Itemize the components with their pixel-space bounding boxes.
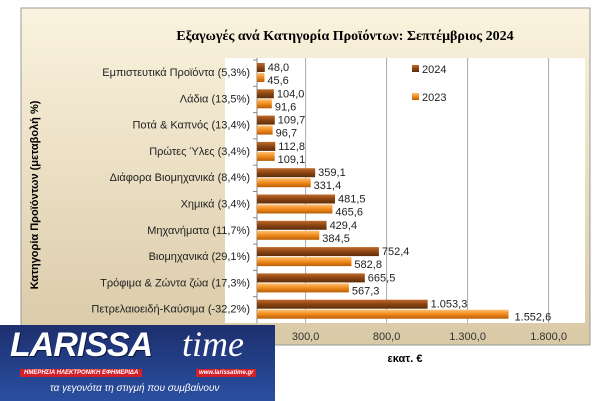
category-label: Πρώτες Ύλες (3,4%) (149, 146, 250, 158)
data-label: 48,0 (268, 62, 289, 74)
bar-2024 (257, 63, 265, 72)
data-label: 481,5 (338, 194, 366, 206)
bar-2024 (257, 194, 336, 204)
chart-title: Εξαγωγές ανά Κατηγορία Προϊόντων: Σεπτέμ… (176, 29, 513, 44)
bar-2023 (257, 309, 509, 319)
bar-2024 (257, 273, 365, 283)
bar-2024 (257, 247, 379, 257)
logo-tagline: τα γεγονότα τη στιγμή που συμβαίνουν (50, 383, 220, 394)
legend-label: 2024 (422, 64, 446, 76)
x-axis-label: εκατ. € (388, 353, 423, 365)
data-label: 104,0 (277, 88, 305, 100)
data-label: 96,7 (276, 128, 297, 140)
x-tick-label: 1.800,0 (530, 331, 567, 343)
bar-2023 (257, 99, 272, 109)
data-label: 429,4 (330, 220, 358, 232)
legend-label: 2023 (422, 92, 446, 104)
category-label: Πετρελαιοειδή-Καύσιμα (-32,2%) (91, 304, 250, 316)
bar-2023 (257, 204, 333, 214)
bar-2023 (257, 230, 320, 240)
bar-2024 (257, 141, 276, 151)
bar-2023 (257, 257, 352, 267)
logo-subtitle: ΗΜΕΡΗΣΙΑ ΗΛΕΚΤΡΟΝΙΚΗ ΕΦΗΜΕΡΙΔΑ (20, 369, 143, 377)
bar-2023 (257, 283, 349, 293)
bar-2023 (257, 178, 311, 188)
data-label: 567,3 (352, 285, 380, 297)
x-tick-label: 1.300,0 (449, 331, 486, 343)
category-label: Διάφορα Βιομηχανικά (8,4%) (110, 172, 250, 184)
category-label: Εμπιστευτικά Προϊόντα (5,3%) (102, 67, 250, 79)
data-label: 109,7 (278, 115, 306, 127)
logo-brand: LARISSA (10, 326, 153, 364)
data-label: 384,5 (322, 233, 350, 245)
larissatime-logo: LARISSA time www.larissatime.gr ΗΜΕΡΗΣΙΑ… (0, 325, 275, 401)
data-label: 752,4 (382, 246, 410, 258)
bar-2024 (257, 299, 428, 309)
category-label: Μηχανήματα (11,7%) (147, 225, 250, 237)
logo-time: time (182, 325, 244, 364)
bar-2023 (257, 73, 265, 82)
category-label: Χημικά (3,4%) (181, 199, 250, 211)
data-label: 1.053,3 (431, 299, 468, 311)
data-label: 331,4 (314, 180, 342, 192)
legend-swatch-2024 (412, 65, 419, 72)
bar-2024 (257, 168, 316, 178)
logo-url: www.larissatime.gr (196, 369, 257, 377)
data-label: 45,6 (267, 75, 288, 87)
data-label: 665,5 (368, 272, 396, 284)
data-label: 582,8 (354, 259, 382, 271)
category-label: Ποτά & Καπνός (13,4%) (132, 120, 250, 132)
x-tick-label: 300,0 (292, 331, 320, 343)
bar-2024 (257, 89, 274, 99)
data-label: 465,6 (335, 207, 363, 219)
bar-2023 (257, 125, 273, 135)
data-label: 1.552,6 (515, 312, 552, 324)
bar-2024 (257, 220, 327, 230)
category-label: Λάδια (13,5%) (180, 93, 250, 105)
category-label: Βιομηχανικά (29,1%) (149, 251, 250, 263)
data-label: 91,6 (275, 101, 296, 113)
y-axis-label: Κατηγορία Προϊόντων (μεταβολή %) (29, 100, 41, 289)
bar-2024 (257, 115, 275, 125)
data-label: 109,1 (278, 154, 306, 166)
data-label: 112,8 (278, 141, 305, 153)
bar-2023 (257, 151, 275, 161)
data-label: 359,1 (318, 167, 346, 179)
category-label: Τρόφιμα & Ζώντα ζώα (17,3%) (100, 277, 250, 289)
legend-swatch-2023 (412, 93, 419, 100)
x-tick-label: 800,0 (373, 331, 401, 343)
